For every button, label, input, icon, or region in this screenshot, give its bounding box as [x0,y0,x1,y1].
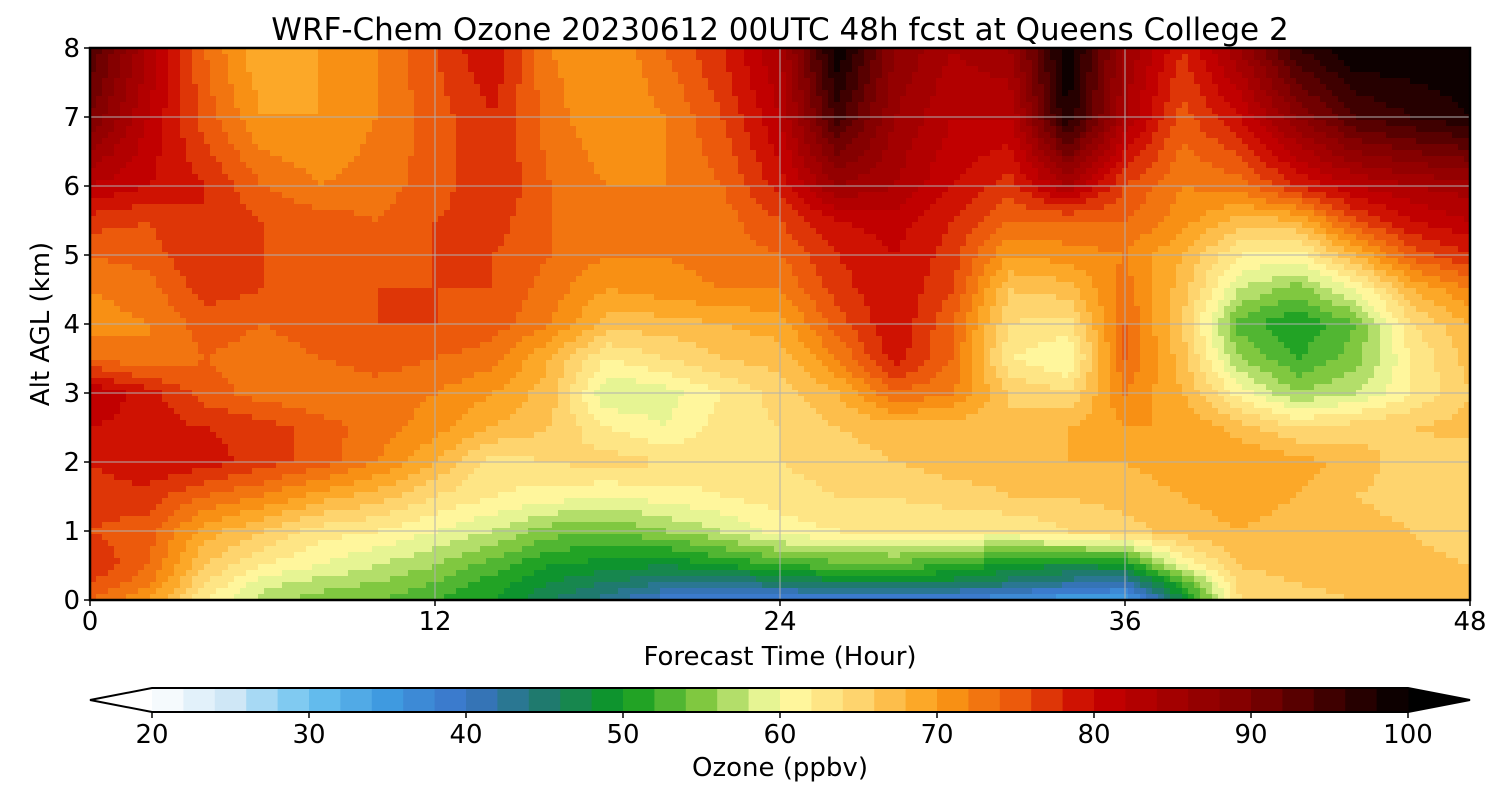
colorbar-swatch [811,688,844,712]
x-tick-label: 36 [1108,607,1141,637]
colorbar-swatch [371,688,404,712]
colorbar-extend-low [90,688,152,712]
colorbar-swatch [1125,688,1158,712]
colorbar-swatch [968,688,1001,712]
colorbar-swatch [497,688,530,712]
colorbar-swatch [905,688,938,712]
y-axis: 0 1 2 3 4 5 6 7 8 [63,34,90,616]
heatmap-area [90,48,1470,600]
y-axis-label: Alt AGL (km) [26,242,56,406]
colorbar-swatch [623,688,655,712]
colorbar-swatch [748,688,781,712]
colorbar-swatch [1282,688,1315,712]
colorbar-swatch [1345,688,1378,712]
colorbar-extend-high [1408,688,1470,712]
colorbar-swatch [1376,688,1409,712]
colorbar-tick-label: 20 [135,720,168,750]
colorbar-swatch [591,688,624,712]
y-tick-label: 0 [63,586,80,616]
colorbar-swatch [277,688,310,712]
colorbar-swatch [183,688,216,712]
colorbar-swatch [309,688,341,712]
colorbar-swatch [1156,688,1189,712]
colorbar-swatch [528,688,561,712]
colorbar-swatch [874,688,907,712]
y-tick-label: 8 [63,34,80,64]
colorbar-swatch [685,688,718,712]
x-tick-label: 12 [418,607,451,637]
colorbar: 20 30 40 50 60 70 80 90 100 [89,687,1471,750]
colorbar-swatch [1188,688,1221,712]
y-tick-label: 1 [63,517,80,547]
colorbar-swatch [1062,688,1095,712]
colorbar-swatch [842,688,875,712]
colorbar-tick-label: 60 [763,720,796,750]
colorbar-label: Ozone (ppbv) [692,753,868,783]
colorbar-tick-label: 80 [1077,720,1110,750]
colorbar-swatch [1219,688,1252,712]
colorbar-swatch [1094,688,1126,712]
colorbar-tick-label: 100 [1383,720,1433,750]
x-axis: 0 12 24 36 48 [82,600,1487,637]
colorbar-swatch [1031,688,1064,712]
colorbar-swatch [780,688,812,712]
x-tick-label: 24 [763,607,796,637]
y-tick-label: 4 [63,310,80,340]
colorbar-tick-label: 40 [449,720,482,750]
colorbar-swatch [1313,688,1346,712]
colorbar-swatch [717,688,750,712]
colorbar-tick-label: 70 [920,720,953,750]
colorbar-swatch [466,688,498,712]
colorbar-swatch [246,688,279,712]
x-tick-label: 48 [1453,607,1486,637]
colorbar-swatch [654,688,687,712]
colorbar-swatch [560,688,593,712]
colorbar-tick-label: 30 [292,720,325,750]
colorbar-swatch [214,688,247,712]
colorbar-swatch [1251,688,1283,712]
colorbar-tick-label: 90 [1234,720,1267,750]
colorbar-tick-label: 50 [606,720,639,750]
y-tick-label: 2 [63,448,80,478]
y-tick-label: 5 [63,241,80,271]
x-tick-label: 0 [82,607,99,637]
x-axis-label: Forecast Time (Hour) [643,642,916,672]
colorbar-swatch [152,688,184,712]
colorbar-swatch [999,688,1032,712]
chart-title: WRF-Chem Ozone 20230612 00UTC 48h fcst a… [271,12,1288,48]
colorbar-swatch [403,688,436,712]
colorbar-swatch [340,688,373,712]
colorbar-swatch [937,688,969,712]
y-tick-label: 6 [63,172,80,202]
colorbar-swatch [434,688,467,712]
y-tick-label: 3 [63,379,80,409]
y-tick-label: 7 [63,103,80,133]
